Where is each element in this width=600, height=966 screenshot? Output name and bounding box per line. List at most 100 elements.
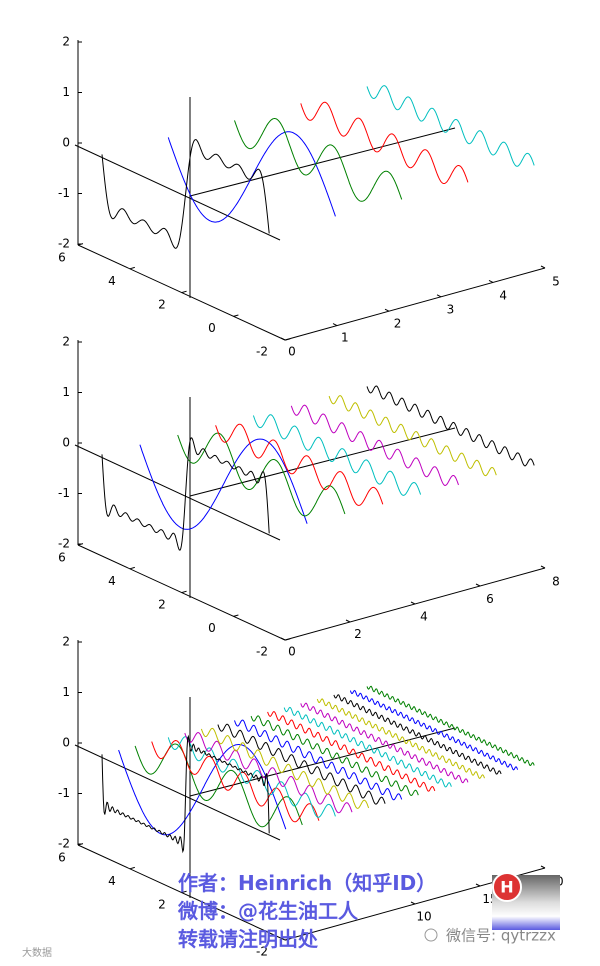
notice-text: 转载请注明出处 xyxy=(178,927,319,951)
x-tick xyxy=(475,583,481,587)
component-curve xyxy=(300,101,469,184)
x-tick xyxy=(410,601,416,605)
z-tick-label: 1 xyxy=(62,385,70,399)
z-tick-label: -2 xyxy=(58,837,70,851)
y-tick-label: 4 xyxy=(108,274,116,288)
component-curve xyxy=(252,414,422,496)
y-tick-label: 0 xyxy=(208,621,216,635)
y-tick-label: 4 xyxy=(108,874,116,888)
x-tick xyxy=(280,337,286,341)
axis-line xyxy=(189,727,456,797)
y-tick xyxy=(285,338,291,341)
y-tick-label: 6 xyxy=(58,251,66,265)
wechat-text: 微信号: qytrzzx xyxy=(446,927,556,945)
component-curve xyxy=(366,685,535,767)
x-tick-label: 8 xyxy=(552,575,560,589)
x-tick-label: 4 xyxy=(420,610,428,624)
component-curve xyxy=(139,438,308,530)
component-curve xyxy=(333,694,502,775)
y-tick-label: -2 xyxy=(256,945,268,959)
x-tick xyxy=(436,294,442,298)
x-tick xyxy=(332,323,338,327)
component-curve xyxy=(366,85,535,167)
x-tick xyxy=(540,565,546,569)
component-curve xyxy=(328,395,497,477)
y-tick-label: -2 xyxy=(256,345,268,359)
sum-curve xyxy=(101,437,270,551)
x-tick-label: 1 xyxy=(341,331,349,345)
axis-line xyxy=(74,144,281,241)
x-tick-label: 4 xyxy=(499,289,507,303)
component-curve xyxy=(366,385,535,467)
y-tick xyxy=(129,866,135,870)
y-tick xyxy=(181,290,187,294)
y-tick-label: 0 xyxy=(208,321,216,335)
z-tick-label: 2 xyxy=(62,635,70,649)
x-tick xyxy=(280,637,286,641)
z-tick-label: 1 xyxy=(62,685,70,699)
x-tick xyxy=(488,279,494,283)
x-tick-label: 10 xyxy=(416,910,431,924)
x-tick-label: 5 xyxy=(552,275,560,289)
component-curve xyxy=(134,743,303,828)
z-tick-label: 0 xyxy=(62,436,70,450)
y-tick-label: 2 xyxy=(158,898,166,912)
axis-line xyxy=(77,544,286,641)
z-tick-label: -1 xyxy=(58,186,70,200)
z-tick-label: 0 xyxy=(62,136,70,150)
axis-line xyxy=(74,444,281,541)
component-curve xyxy=(234,118,403,202)
y-tick-label: 4 xyxy=(108,574,116,588)
z-tick-label: -2 xyxy=(58,237,70,251)
axis-line xyxy=(284,267,546,341)
y-tick xyxy=(129,566,135,570)
x-tick xyxy=(410,901,416,905)
z-tick-label: -2 xyxy=(58,537,70,551)
axis-line xyxy=(77,244,286,341)
component-curve xyxy=(250,715,419,797)
source-text: 大数据 xyxy=(22,946,52,959)
sum-curve xyxy=(101,734,270,854)
y-tick xyxy=(181,890,187,894)
y-tick xyxy=(285,938,291,941)
component-curve xyxy=(300,702,469,784)
y-tick-label: 6 xyxy=(58,551,66,565)
x-tick-label: 3 xyxy=(447,303,455,317)
component-curve xyxy=(267,711,436,792)
component-curve xyxy=(234,719,403,801)
y-tick xyxy=(233,314,239,317)
component-curve xyxy=(283,706,452,788)
x-tick xyxy=(540,265,546,269)
y-tick xyxy=(77,843,84,846)
x-tick-label: 0 xyxy=(288,345,296,359)
z-tick-label: -1 xyxy=(58,486,70,500)
z-tick-label: 1 xyxy=(62,85,70,99)
logo-circle xyxy=(492,872,522,902)
x-tick xyxy=(384,308,390,312)
z-tick-label: 0 xyxy=(62,736,70,750)
x-tick-label: 6 xyxy=(486,592,494,606)
weibo-text: 微博：@花生油工人 xyxy=(177,899,359,923)
x-tick xyxy=(540,865,546,869)
logo-text: H xyxy=(500,878,513,897)
y-tick-label: 6 xyxy=(58,851,66,865)
y-tick xyxy=(129,266,135,270)
x-tick xyxy=(345,619,351,623)
component-curve xyxy=(290,404,459,487)
wechat-icon xyxy=(424,928,438,942)
y-tick xyxy=(77,543,84,546)
x-tick-label: 2 xyxy=(394,317,402,331)
x-tick-label: 2 xyxy=(354,627,362,641)
component-curve xyxy=(167,736,336,818)
z-tick-label: 2 xyxy=(62,335,70,349)
axis-line xyxy=(189,127,456,197)
z-tick-label: 2 xyxy=(62,35,70,49)
y-tick-label: 2 xyxy=(158,298,166,312)
axis-line xyxy=(77,844,286,941)
component-curve xyxy=(200,727,370,809)
x-tick-label: 0 xyxy=(288,645,296,659)
component-curve xyxy=(215,423,384,506)
